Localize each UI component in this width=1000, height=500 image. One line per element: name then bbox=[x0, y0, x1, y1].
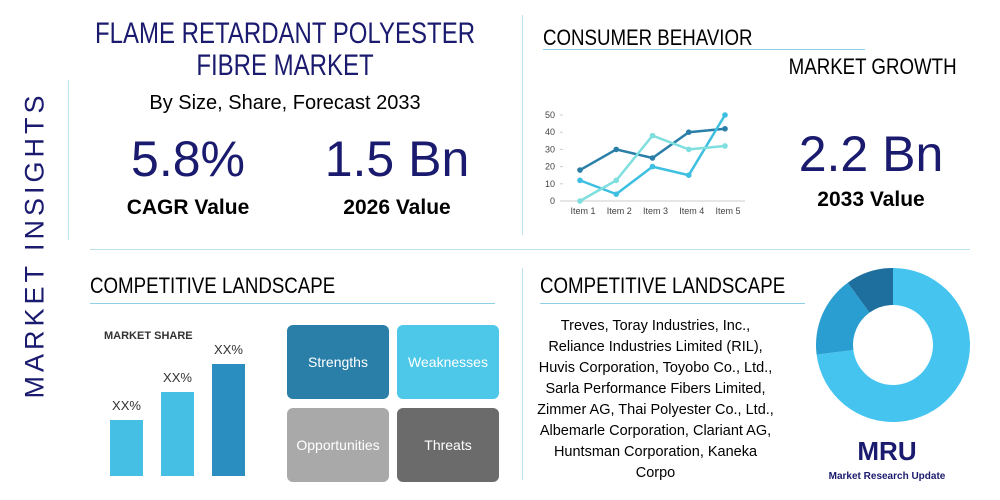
y-tick-label: 0 bbox=[550, 196, 555, 206]
point bbox=[613, 146, 620, 153]
subtitle: By Size, Share, Forecast 2033 bbox=[149, 92, 421, 114]
y-tick-label: 10 bbox=[545, 179, 555, 189]
point bbox=[722, 143, 728, 149]
y-tick-label: 50 bbox=[545, 110, 555, 120]
company-list: Treves, Toray Industries, Inc., Reliance… bbox=[537, 318, 774, 481]
x-tick-label: Item 1 bbox=[570, 206, 595, 216]
value-label: XX% bbox=[112, 398, 141, 413]
section-title: CONSUMER BEHAVIOR bbox=[543, 25, 753, 50]
underline bbox=[540, 303, 805, 304]
swot-box: Opportunities bbox=[287, 408, 389, 482]
stat-value: 1.5 Bn bbox=[324, 131, 470, 187]
sidebar-label: MARKET INSIGHTS bbox=[19, 91, 50, 399]
swot-box: Threats bbox=[397, 408, 499, 482]
point bbox=[722, 125, 728, 132]
point bbox=[649, 155, 656, 161]
divider bbox=[68, 80, 69, 240]
stat-label: CAGR Value bbox=[126, 196, 250, 219]
swot-box: Weaknesses bbox=[397, 325, 499, 399]
donut-segment bbox=[816, 282, 870, 355]
bar bbox=[161, 392, 194, 476]
x-tick-label: Item 2 bbox=[607, 206, 632, 216]
donut-segment bbox=[816, 268, 970, 422]
underline bbox=[543, 49, 865, 50]
section-title: COMPETITIVE LANDSCAPE bbox=[90, 273, 336, 298]
point bbox=[649, 163, 656, 170]
line-chart: 0 10 20 30 40 50 Item 1 Item 2 Item 3 Item 4 Item … bbox=[545, 110, 745, 216]
swot-box: Strengths bbox=[287, 325, 389, 399]
point bbox=[649, 132, 656, 139]
value-label: XX% bbox=[163, 370, 192, 385]
stat-label: 2026 Value bbox=[343, 196, 451, 219]
donut-chart bbox=[816, 268, 970, 422]
stat-value: 2.2 Bn bbox=[798, 126, 944, 182]
donut-segment bbox=[847, 268, 893, 313]
divider bbox=[522, 15, 523, 235]
logo-mark: MRU bbox=[857, 436, 917, 466]
bar bbox=[110, 420, 143, 476]
stat-value: 5.8% bbox=[131, 131, 245, 187]
line-series bbox=[579, 114, 727, 196]
bar-chart: MARKET SHARE XX% XX% XX% bbox=[104, 330, 245, 476]
bar bbox=[212, 364, 245, 476]
x-tick-label: Item 4 bbox=[679, 206, 704, 216]
x-tick-label: Item 3 bbox=[643, 206, 668, 216]
underline bbox=[90, 303, 495, 304]
section-title: COMPETITIVE LANDSCAPE bbox=[540, 273, 786, 298]
point bbox=[685, 129, 692, 135]
logo-name: Market Research Update bbox=[828, 471, 946, 482]
point bbox=[577, 198, 583, 204]
section-title: MARKET GROWTH bbox=[789, 54, 957, 79]
stat-label: 2033 Value bbox=[817, 188, 925, 211]
divider bbox=[522, 268, 523, 480]
point bbox=[613, 177, 620, 184]
divider bbox=[90, 249, 970, 250]
page-title: FLAME RETARDANT POLYESTER FIBRE MARKET bbox=[94, 17, 476, 82]
chart-title: MARKET SHARE bbox=[104, 330, 193, 342]
point bbox=[722, 112, 728, 118]
y-tick-label: 20 bbox=[545, 162, 555, 172]
x-tick-label: Item 5 bbox=[715, 206, 740, 216]
point bbox=[577, 177, 583, 184]
value-label: XX% bbox=[214, 342, 243, 357]
point bbox=[613, 191, 620, 197]
point bbox=[685, 172, 692, 178]
point bbox=[685, 146, 692, 153]
y-tick-label: 30 bbox=[545, 144, 555, 154]
y-tick-label: 40 bbox=[545, 127, 555, 137]
point bbox=[577, 167, 583, 173]
